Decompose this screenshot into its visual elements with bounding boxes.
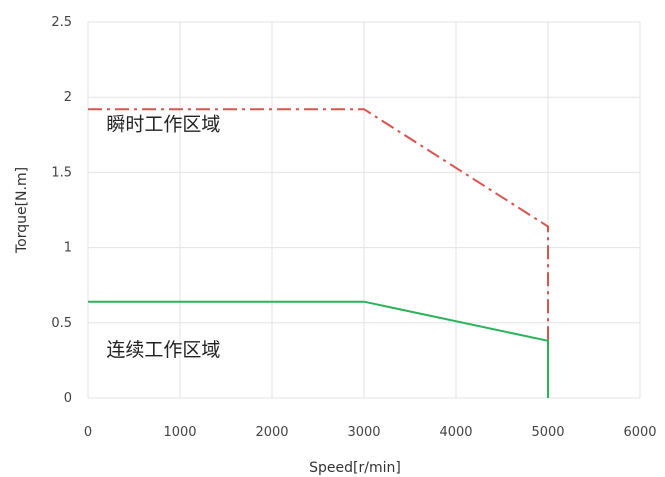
- continuous-torque-line: [88, 300, 549, 398]
- y-tick-label: 1.5: [51, 165, 72, 180]
- y-tick-label: 0.5: [51, 316, 72, 331]
- x-axis-title: Speed[r/min]: [309, 460, 401, 476]
- x-tick-label: 2000: [255, 425, 288, 440]
- x-tick-label: 0: [84, 425, 92, 440]
- y-tick-label: 1: [64, 241, 72, 256]
- y-axis-title: Torque[N.m]: [14, 167, 30, 254]
- x-tick-label: 6000: [623, 425, 656, 440]
- y-tick-label: 0: [64, 391, 72, 406]
- x-tick-label: 4000: [439, 425, 472, 440]
- y-tick-label: 2: [64, 90, 72, 105]
- x-tick-label: 5000: [531, 425, 564, 440]
- x-tick-label: 3000: [347, 425, 380, 440]
- peak-region-label: 瞬时工作区域: [106, 113, 220, 135]
- series-layer: [88, 108, 549, 398]
- peak-torque-line: [88, 108, 549, 398]
- x-tick-label: 1000: [163, 425, 196, 440]
- tick-layer: 0 1000 2000 3000 4000 5000 6000 0 0.5 1 1.5 2 2.5: [51, 15, 656, 440]
- continuous-region-label: 连续工作区域: [106, 339, 220, 361]
- y-tick-label: 2.5: [51, 15, 72, 30]
